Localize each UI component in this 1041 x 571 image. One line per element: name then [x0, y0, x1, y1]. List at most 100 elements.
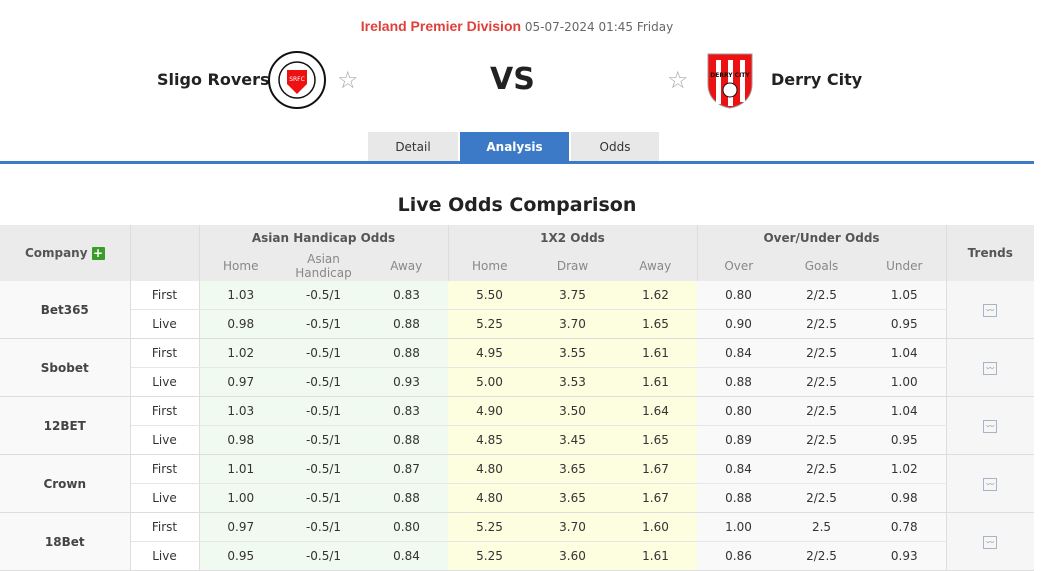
odds-cell[interactable]: 2/2.5 — [780, 396, 864, 426]
odds-cell[interactable]: 0.88 — [697, 483, 781, 513]
odds-cell[interactable]: 0.80 — [697, 396, 781, 426]
odds-cell[interactable]: 1.02 — [199, 338, 282, 368]
odds-cell[interactable]: 0.80 — [365, 512, 448, 542]
odds-cell[interactable]: 0.97 — [199, 367, 282, 397]
odds-cell[interactable]: 0.86 — [697, 541, 781, 571]
odds-cell[interactable]: 3.45 — [531, 425, 614, 455]
trend-chart-icon[interactable]: 〰 — [983, 362, 998, 375]
company-name[interactable]: Crown — [0, 454, 131, 513]
odds-cell[interactable]: 0.95 — [863, 309, 947, 339]
odds-cell[interactable]: 0.95 — [199, 541, 282, 571]
odds-cell[interactable]: 2/2.5 — [780, 425, 864, 455]
odds-cell[interactable]: 1.67 — [614, 483, 698, 513]
odds-cell[interactable]: 5.25 — [448, 309, 531, 339]
odds-cell[interactable]: -0.5/1 — [282, 309, 365, 339]
favorite-star-icon[interactable]: ☆ — [337, 66, 359, 94]
odds-cell[interactable]: 0.90 — [697, 309, 781, 339]
league-name[interactable]: Ireland Premier Division — [360, 18, 522, 34]
odds-cell[interactable]: 0.87 — [365, 454, 448, 484]
odds-cell[interactable]: 3.70 — [531, 512, 614, 542]
odds-cell[interactable]: 0.93 — [863, 541, 947, 571]
odds-cell[interactable]: 0.84 — [697, 454, 781, 484]
away-team-name[interactable]: Derry City — [771, 70, 863, 89]
odds-cell[interactable]: 0.84 — [365, 541, 448, 571]
odds-cell[interactable]: 0.98 — [199, 309, 282, 339]
odds-cell[interactable]: 5.50 — [448, 281, 531, 310]
odds-cell[interactable]: 0.88 — [365, 483, 448, 513]
favorite-star-icon[interactable]: ☆ — [667, 66, 689, 94]
odds-cell[interactable]: 1.64 — [614, 396, 698, 426]
odds-cell[interactable]: 0.88 — [697, 367, 781, 397]
trend-chart-icon[interactable]: 〰 — [983, 304, 998, 317]
odds-cell[interactable]: 1.61 — [614, 338, 698, 368]
trend-chart-icon[interactable]: 〰 — [983, 536, 998, 549]
tab-detail[interactable]: Detail — [368, 132, 458, 162]
odds-cell[interactable]: 0.98 — [863, 483, 947, 513]
odds-cell[interactable]: 3.60 — [531, 541, 614, 571]
company-name[interactable]: Bet365 — [0, 281, 131, 339]
odds-cell[interactable]: 5.25 — [448, 541, 531, 571]
odds-cell[interactable]: 4.90 — [448, 396, 531, 426]
odds-cell[interactable]: 3.50 — [531, 396, 614, 426]
company-name[interactable]: 12BET — [0, 396, 131, 455]
odds-cell[interactable]: 2/2.5 — [780, 281, 864, 310]
odds-cell[interactable]: 1.04 — [863, 338, 947, 368]
tab-odds[interactable]: Odds — [571, 132, 659, 162]
odds-cell[interactable]: 5.25 — [448, 512, 531, 542]
odds-cell[interactable]: 0.93 — [365, 367, 448, 397]
odds-cell[interactable]: -0.5/1 — [282, 396, 365, 426]
odds-cell[interactable]: 3.75 — [531, 281, 614, 310]
odds-cell[interactable]: 3.55 — [531, 338, 614, 368]
odds-cell[interactable]: 0.84 — [697, 338, 781, 368]
odds-cell[interactable]: -0.5/1 — [282, 454, 365, 484]
tab-analysis[interactable]: Analysis — [460, 132, 569, 162]
odds-cell[interactable]: 1.60 — [614, 512, 698, 542]
odds-cell[interactable]: 1.03 — [199, 281, 282, 310]
odds-cell[interactable]: 2/2.5 — [780, 541, 864, 571]
odds-cell[interactable]: 2/2.5 — [780, 367, 864, 397]
home-team-name[interactable]: Sligo Rovers — [157, 70, 270, 89]
odds-cell[interactable]: 3.53 — [531, 367, 614, 397]
odds-cell[interactable]: -0.5/1 — [282, 512, 365, 542]
odds-cell[interactable]: -0.5/1 — [282, 281, 365, 310]
odds-cell[interactable]: 4.80 — [448, 454, 531, 484]
odds-cell[interactable]: 0.89 — [697, 425, 781, 455]
odds-cell[interactable]: 0.97 — [199, 512, 282, 542]
odds-cell[interactable]: 3.70 — [531, 309, 614, 339]
odds-cell[interactable]: -0.5/1 — [282, 541, 365, 571]
odds-cell[interactable]: 0.80 — [697, 281, 781, 310]
odds-cell[interactable]: 1.05 — [863, 281, 947, 310]
odds-cell[interactable]: 4.85 — [448, 425, 531, 455]
company-name[interactable]: Sbobet — [0, 338, 131, 397]
odds-cell[interactable]: 2.5 — [780, 512, 864, 542]
odds-cell[interactable]: 1.00 — [863, 367, 947, 397]
odds-cell[interactable]: 1.00 — [697, 512, 781, 542]
odds-cell[interactable]: -0.5/1 — [282, 367, 365, 397]
odds-cell[interactable]: 0.95 — [863, 425, 947, 455]
odds-cell[interactable]: 4.80 — [448, 483, 531, 513]
odds-cell[interactable]: 1.61 — [614, 541, 698, 571]
odds-cell[interactable]: 1.61 — [614, 367, 698, 397]
odds-cell[interactable]: 1.03 — [199, 396, 282, 426]
odds-cell[interactable]: -0.5/1 — [282, 425, 365, 455]
odds-cell[interactable]: 1.04 — [863, 396, 947, 426]
trend-chart-icon[interactable]: 〰 — [983, 420, 998, 433]
odds-cell[interactable]: 1.02 — [863, 454, 947, 484]
odds-cell[interactable]: 1.67 — [614, 454, 698, 484]
odds-cell[interactable]: 0.78 — [863, 512, 947, 542]
trend-chart-icon[interactable]: 〰 — [983, 478, 998, 491]
company-name[interactable]: 18Bet — [0, 512, 131, 571]
odds-cell[interactable]: -0.5/1 — [282, 483, 365, 513]
odds-cell[interactable]: 0.83 — [365, 396, 448, 426]
odds-cell[interactable]: 2/2.5 — [780, 309, 864, 339]
odds-cell[interactable]: 0.88 — [365, 309, 448, 339]
odds-cell[interactable]: 1.00 — [199, 483, 282, 513]
odds-cell[interactable]: 0.88 — [365, 338, 448, 368]
odds-cell[interactable]: 1.62 — [614, 281, 698, 310]
odds-cell[interactable]: 3.65 — [531, 454, 614, 484]
odds-cell[interactable]: 0.88 — [365, 425, 448, 455]
odds-cell[interactable]: 3.65 — [531, 483, 614, 513]
odds-cell[interactable]: -0.5/1 — [282, 338, 365, 368]
odds-cell[interactable]: 1.01 — [199, 454, 282, 484]
odds-cell[interactable]: 5.00 — [448, 367, 531, 397]
